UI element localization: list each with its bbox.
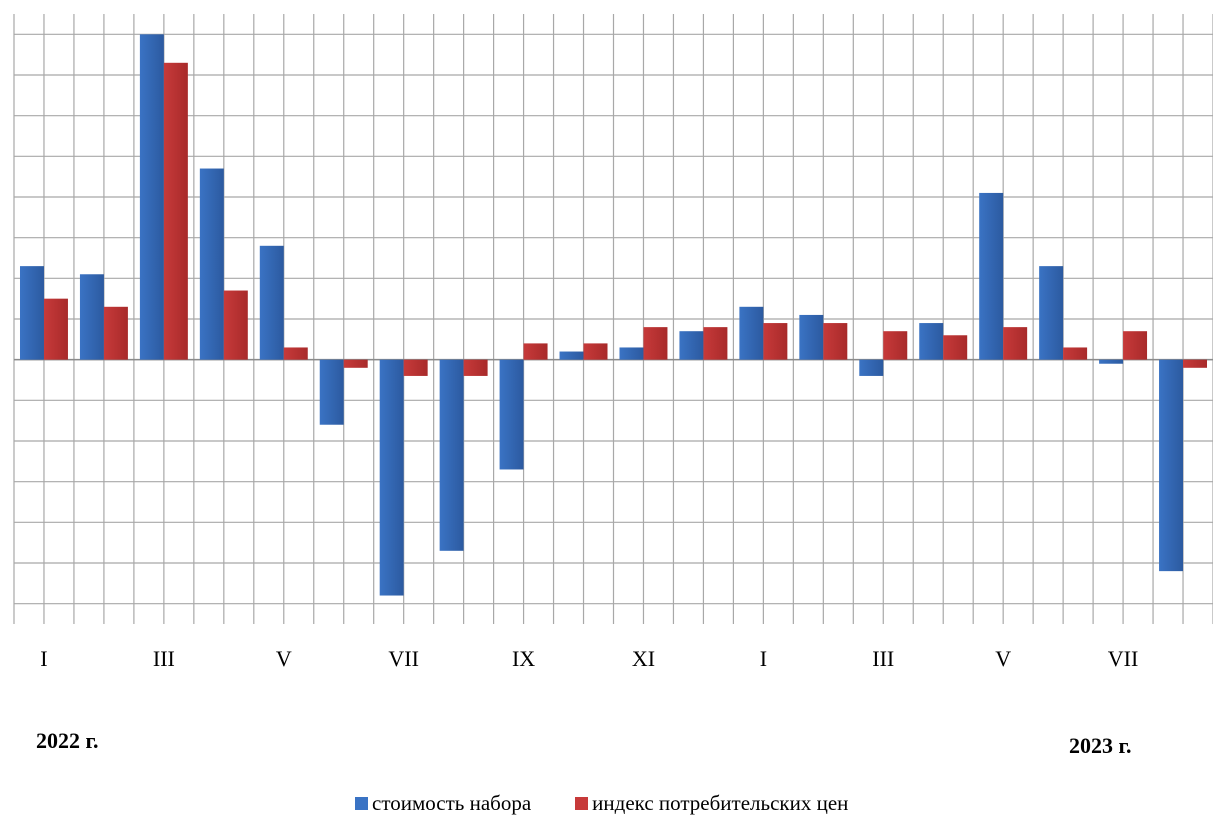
x-tick-label: V — [276, 646, 292, 671]
x-tick-label: I — [760, 646, 767, 671]
bar-cpi-5 — [283, 347, 308, 360]
bar-cpi-2 — [103, 306, 128, 360]
x-tick-label: IX — [512, 646, 535, 671]
bar-cpi-3 — [163, 62, 188, 360]
chart-grid — [13, 14, 1213, 624]
legend-label-cost: стоимость набора — [372, 791, 532, 815]
bar-cost-19 — [1099, 359, 1124, 364]
bar-cost-15 — [859, 359, 884, 376]
legend-swatch-cpi — [575, 797, 589, 810]
bar-cost-12 — [679, 331, 704, 360]
bar-cpi-15 — [883, 331, 908, 360]
legend-item-cpi: индекс потребительских цен — [575, 791, 848, 816]
bar-cost-17 — [979, 192, 1004, 360]
bar-cost-3 — [139, 34, 164, 360]
bar-cpi-13 — [763, 323, 788, 360]
bar-cpi-1 — [43, 298, 68, 360]
x-tick-label: XI — [632, 646, 655, 671]
bar-cost-10 — [559, 351, 584, 360]
bar-cpi-19 — [1123, 331, 1148, 360]
x-tick-label: I — [40, 646, 47, 671]
bar-cost-9 — [499, 359, 524, 470]
chart-legend: стоимость набора индекс потребительских … — [355, 791, 892, 816]
bar-cost-14 — [799, 314, 824, 360]
bar-cost-18 — [1039, 266, 1064, 360]
bar-cost-7 — [379, 359, 404, 596]
bar-cpi-8 — [463, 359, 488, 376]
bar-cost-5 — [259, 245, 284, 360]
bar-cost-20 — [1159, 359, 1184, 572]
bar-cpi-11 — [643, 327, 668, 360]
bar-cpi-9 — [523, 343, 548, 360]
chart-bars — [19, 34, 1208, 596]
bar-cpi-7 — [403, 359, 428, 376]
bar-cost-2 — [79, 274, 104, 360]
bar-cpi-10 — [583, 343, 608, 360]
x-tick-label: VII — [388, 646, 419, 671]
bar-cost-11 — [619, 347, 644, 360]
bar-cost-13 — [739, 306, 764, 360]
x-tick-label: III — [872, 646, 894, 671]
bar-cpi-18 — [1063, 347, 1088, 360]
bar-cost-16 — [919, 323, 944, 360]
bar-cpi-14 — [823, 323, 848, 360]
legend-label-cpi: индекс потребительских цен — [592, 791, 849, 815]
x-axis-ticks: I III V VII IX XI I III V VII — [40, 646, 1138, 671]
bar-cost-8 — [439, 359, 464, 551]
bar-cpi-4 — [223, 290, 248, 360]
legend-item-cost: стоимость набора — [355, 791, 531, 816]
bar-cpi-12 — [703, 327, 728, 360]
x-tick-label: III — [153, 646, 175, 671]
bar-cpi-16 — [943, 335, 968, 360]
bar-cpi-17 — [1003, 327, 1028, 360]
legend-swatch-cost — [355, 797, 368, 810]
bar-cpi-6 — [343, 359, 368, 368]
bar-cpi-20 — [1183, 359, 1208, 368]
bar-cost-4 — [199, 168, 224, 360]
bar-cost-6 — [319, 359, 344, 425]
bar-cost-1 — [19, 266, 44, 360]
year-label-2023: 2023 г. — [1069, 733, 1132, 758]
x-tick-label: V — [995, 646, 1011, 671]
year-label-2022: 2022 г. — [36, 728, 99, 753]
x-tick-label: VII — [1108, 646, 1139, 671]
